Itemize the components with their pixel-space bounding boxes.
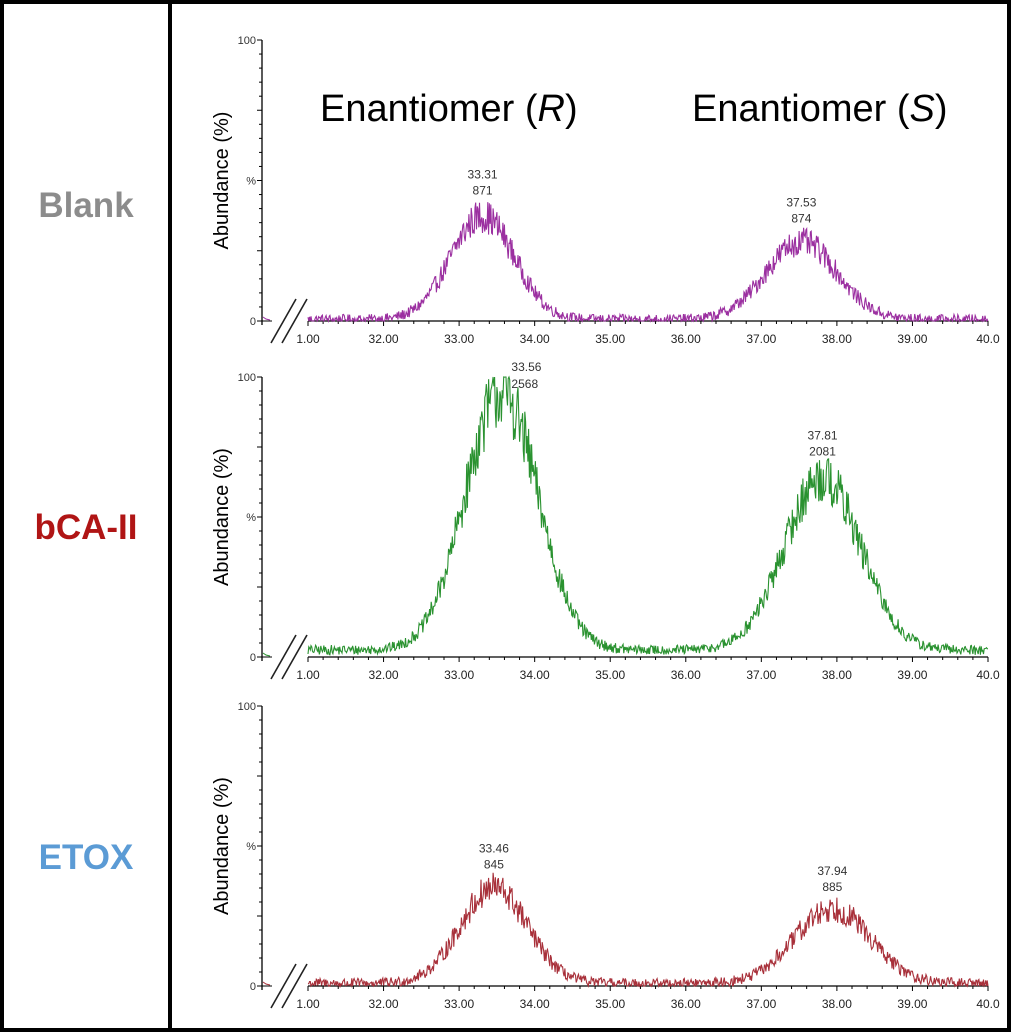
chromatogram-panel-1: 100% 0 Abundance (%) 1.00 32.00 33.00 34.00 35.…	[211, 360, 1000, 682]
x-tick-label: 34.00	[520, 332, 550, 346]
y-tick-label: 100	[238, 35, 256, 47]
x-tick-label: 36.00	[671, 668, 701, 682]
peak-time-label: 37.81	[808, 428, 838, 442]
sample-label-blank: Blank	[38, 186, 134, 225]
trace-line	[307, 375, 989, 656]
pre-break-trace	[262, 316, 271, 321]
x-tick-label: 33.00	[444, 332, 474, 346]
x-tick-label: 1.00	[296, 332, 320, 346]
peak-area-label: 874	[791, 212, 811, 226]
x-tick-label: 40.0	[976, 668, 1000, 682]
pre-break-trace	[262, 981, 271, 986]
x-tick-label: 37.00	[746, 668, 776, 682]
x-tick-label: 37.00	[746, 997, 776, 1011]
x-tick-label: 40.0	[976, 997, 1000, 1011]
header-r-prefix: Enantiomer (	[320, 88, 538, 130]
x-tick-label: 39.00	[897, 668, 927, 682]
chromatogram-panel-0: 100% 0 Abundance (%) 1.00 32.00 33.00 34.00 35.…	[211, 35, 1000, 346]
sample-label-etox: ETOX	[38, 838, 134, 877]
trace-line	[307, 202, 989, 324]
peak-area-label: 2081	[809, 444, 836, 458]
header-s-letter: S	[909, 88, 935, 130]
axis-break-mark	[270, 298, 297, 344]
y-axis-title: Abundance (%)	[211, 448, 233, 586]
header-r-letter: R	[537, 88, 565, 130]
chromatogram-panel-2: 100% 0 Abundance (%) 1.00 32.00 33.00 34.00 35.…	[211, 701, 1000, 1011]
header-r-suffix: )	[565, 88, 578, 130]
y-tick-label: %	[246, 512, 256, 524]
y-tick-label: 0	[250, 316, 256, 328]
header-enantiomer-s: Enantiomer (S)	[692, 88, 948, 131]
axis-break-mark	[270, 634, 297, 680]
header-s-suffix: )	[934, 88, 948, 130]
pre-break-trace	[262, 652, 271, 657]
header-enantiomer-r: Enantiomer (R)	[320, 88, 578, 131]
peak-time-label: 33.31	[468, 168, 498, 182]
x-tick-label: 36.00	[671, 997, 701, 1011]
axis-break-mark	[281, 963, 308, 1009]
y-tick-label: %	[246, 176, 256, 188]
y-axis-title: Abundance (%)	[211, 777, 233, 915]
x-tick-label: 39.00	[897, 332, 927, 346]
x-tick-label: 1.00	[296, 997, 320, 1011]
x-tick-label: 32.00	[369, 668, 399, 682]
y-tick-label: 0	[250, 981, 256, 993]
column-divider	[168, 0, 172, 1032]
peak-area-label: 2568	[511, 377, 538, 391]
axis-break-mark	[281, 298, 308, 344]
x-tick-label: 35.00	[595, 668, 625, 682]
x-tick-label: 39.00	[897, 997, 927, 1011]
x-tick-label: 32.00	[369, 332, 399, 346]
x-tick-label: 36.00	[671, 332, 701, 346]
sample-label-bca-ii: bCA-II	[34, 508, 138, 547]
x-tick-label: 1.00	[296, 668, 320, 682]
x-tick-label: 33.00	[444, 668, 474, 682]
y-tick-label: 0	[250, 652, 256, 664]
x-tick-label: 33.00	[444, 997, 474, 1011]
axis-break-mark	[270, 963, 297, 1009]
x-tick-label: 35.00	[595, 997, 625, 1011]
y-tick-label: %	[246, 841, 256, 853]
peak-time-label: 37.53	[786, 196, 816, 210]
peak-time-label: 33.46	[479, 841, 509, 855]
x-tick-label: 34.00	[520, 997, 550, 1011]
x-tick-label: 38.00	[822, 997, 852, 1011]
y-tick-label: 100	[238, 372, 256, 384]
header-s-prefix: Enantiomer (	[692, 88, 910, 130]
peak-time-label: 37.94	[817, 864, 847, 878]
peak-area-label: 845	[484, 857, 504, 871]
x-tick-label: 32.00	[369, 997, 399, 1011]
x-tick-label: 37.00	[746, 332, 776, 346]
axis-break-mark	[281, 634, 308, 680]
x-tick-label: 38.00	[822, 332, 852, 346]
y-tick-label: 100	[238, 701, 256, 713]
trace-line	[307, 872, 989, 989]
x-tick-label: 35.00	[595, 332, 625, 346]
y-axis-title: Abundance (%)	[211, 112, 233, 250]
peak-time-label: 33.56	[511, 360, 541, 374]
peak-area-label: 871	[473, 184, 493, 198]
x-tick-label: 40.0	[976, 332, 1000, 346]
x-tick-label: 34.00	[520, 668, 550, 682]
x-tick-label: 38.00	[822, 668, 852, 682]
peak-area-label: 885	[822, 880, 842, 894]
